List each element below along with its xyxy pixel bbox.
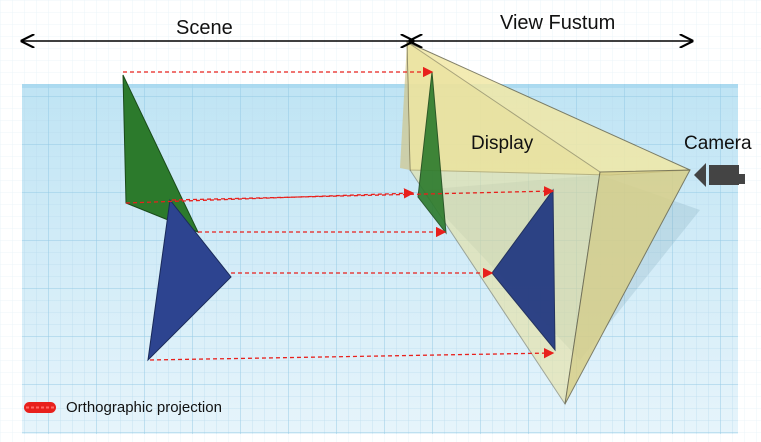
projection-arrows bbox=[123, 66, 555, 361]
camera-icon bbox=[694, 163, 745, 187]
legend-swatch bbox=[24, 402, 56, 413]
blue-triangle bbox=[147, 198, 232, 362]
view-frustum-label: View Fustum bbox=[500, 12, 616, 34]
display-label: Display bbox=[471, 133, 534, 154]
scene-label: Scene bbox=[176, 17, 233, 39]
green-triangle bbox=[122, 74, 200, 233]
legend-label: Orthographic projection bbox=[66, 399, 222, 416]
camera-label: Camera bbox=[684, 133, 752, 154]
projected-blue-triangle bbox=[491, 188, 556, 352]
projected-green-triangle bbox=[417, 71, 447, 235]
